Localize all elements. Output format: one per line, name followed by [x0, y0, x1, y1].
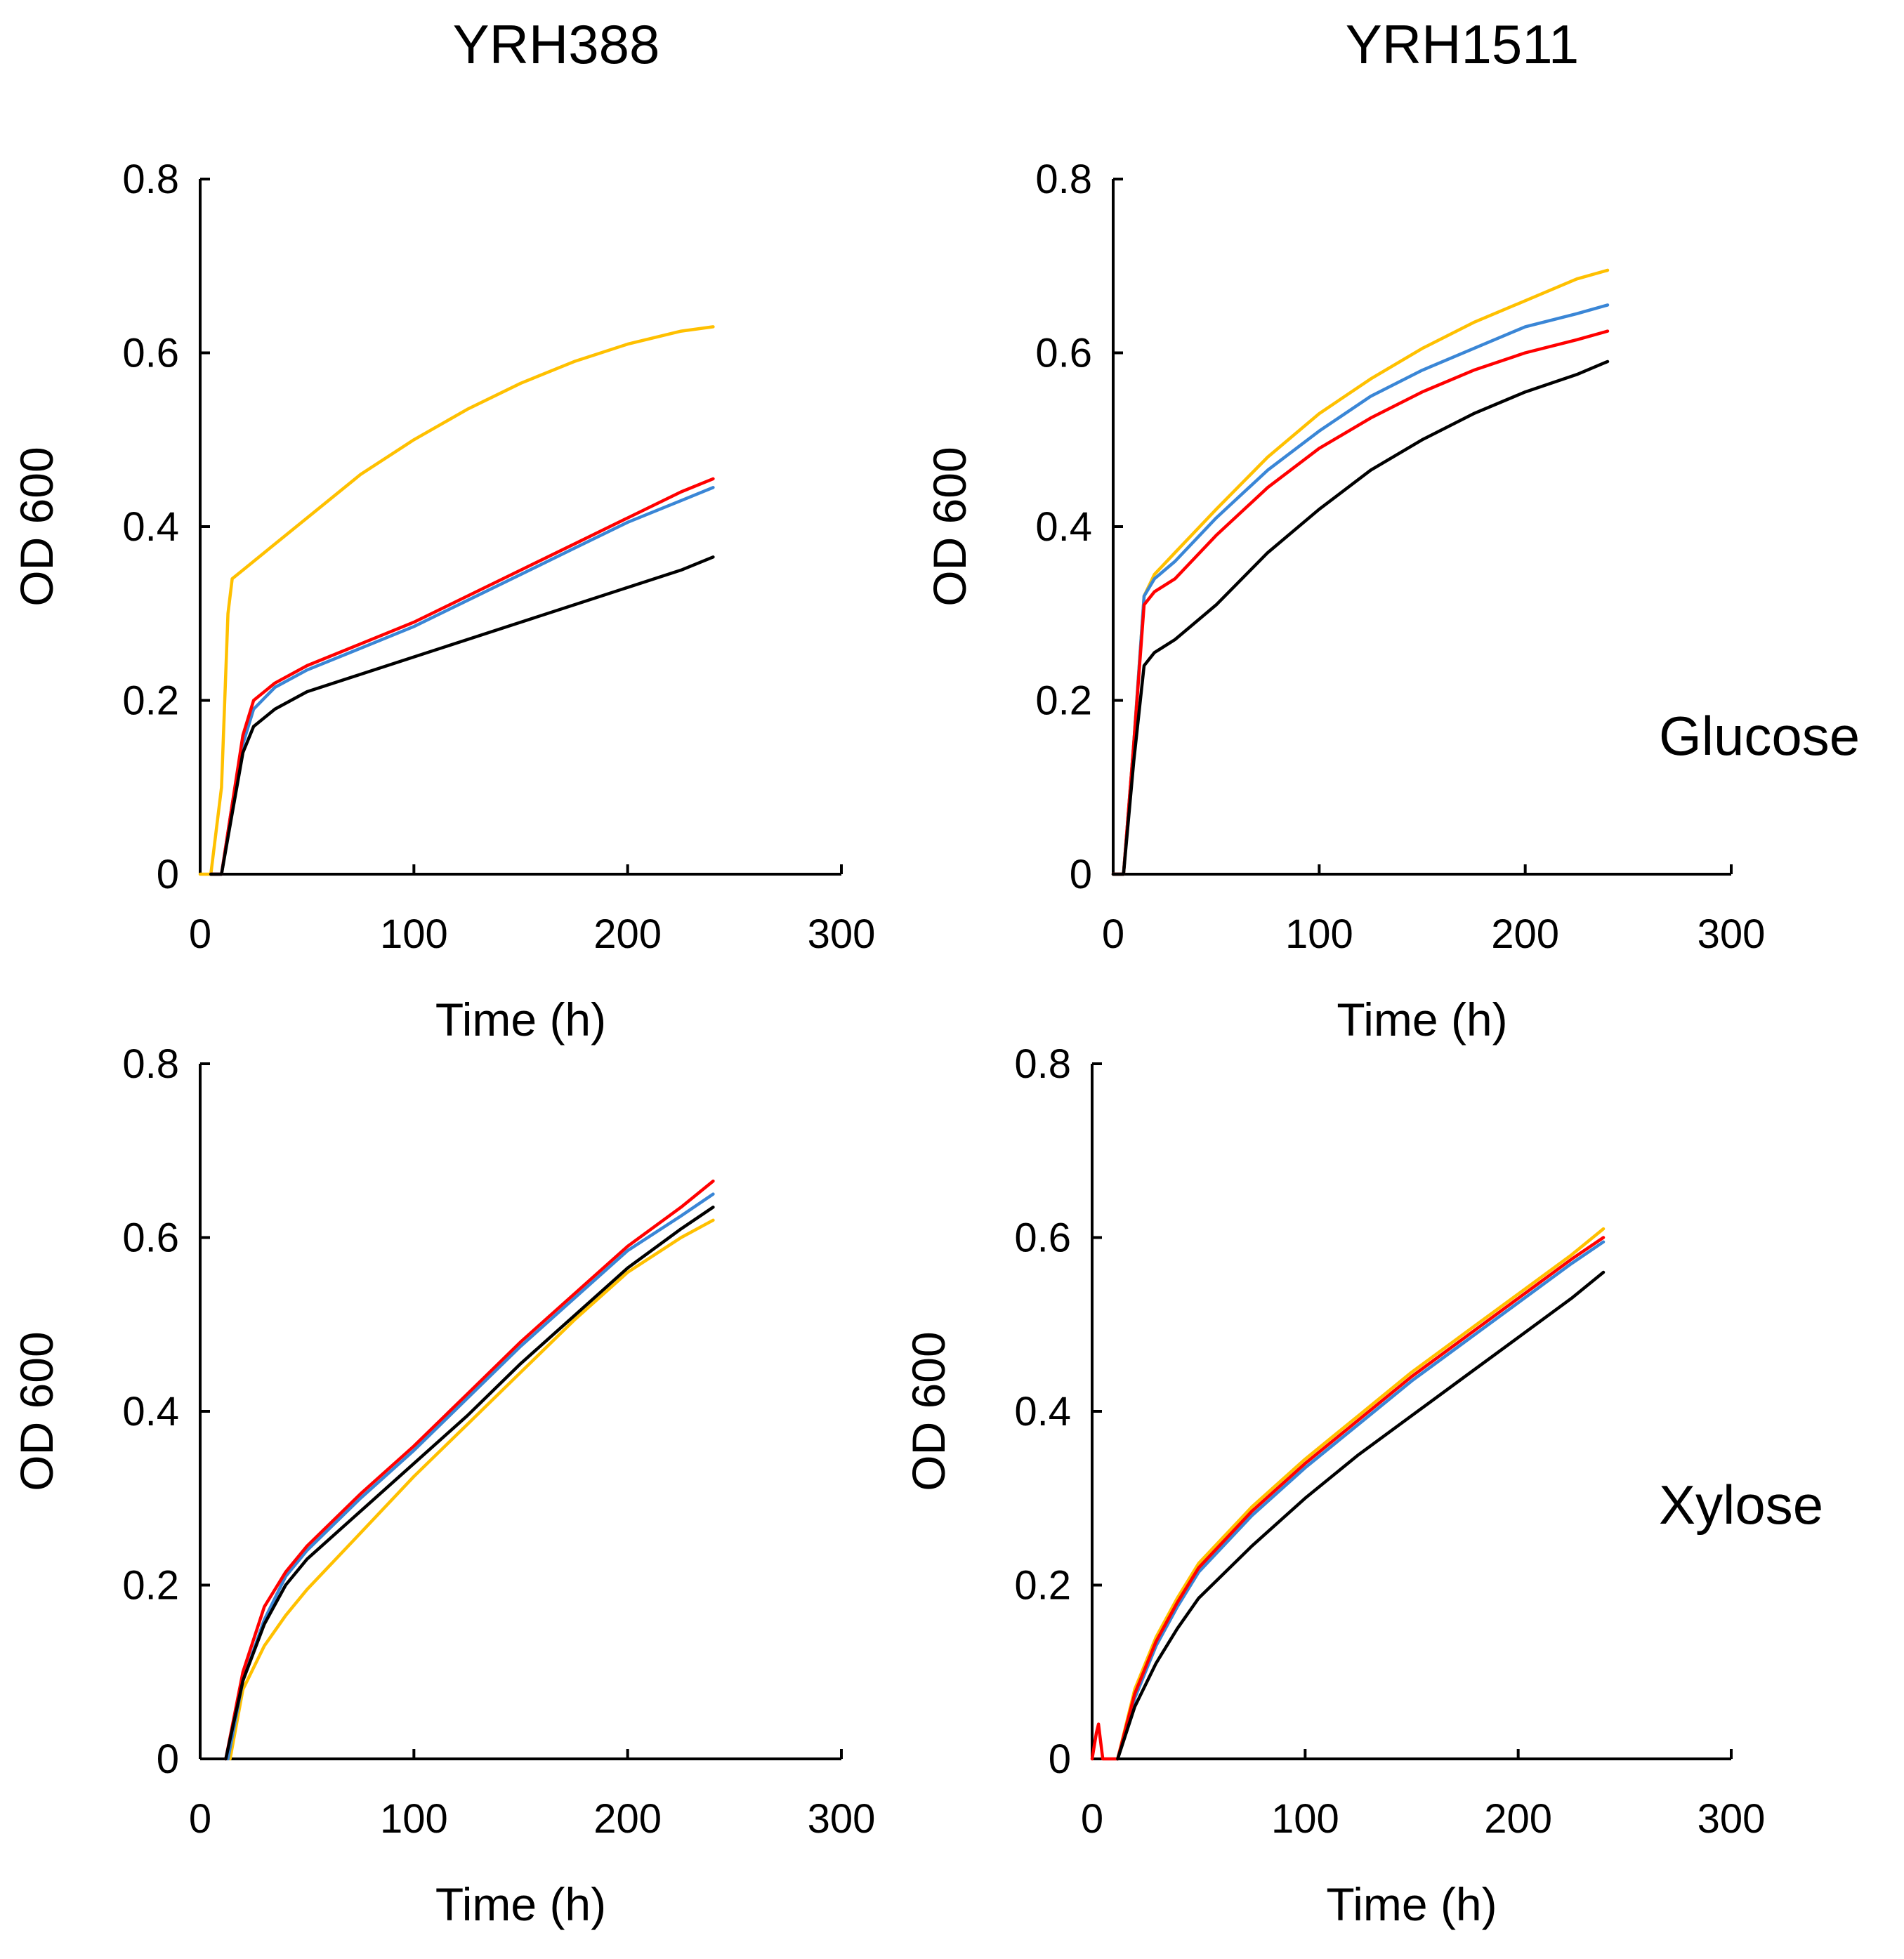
- series-line-black: [1116, 1270, 1606, 1761]
- y-tick-label: 0.6: [122, 1215, 179, 1261]
- y-tick-label: 0.4: [122, 1389, 179, 1434]
- panel-xylose-yrh388: 0 0.2 0.4 0.6 0.8 0 100 200 300 OD 600 Time (h): [11, 1041, 875, 1930]
- x-axis-title: Time (h): [435, 994, 606, 1046]
- y-tick-label: 0: [1049, 1736, 1071, 1782]
- series-line-blue: [1116, 1240, 1606, 1761]
- panel-glucose-yrh388: 0 0.2 0.4 0.6 0.8 0 100 200 300 OD 600 Time (h): [11, 157, 875, 1046]
- series-line-red: [224, 1179, 715, 1761]
- y-tick-label: 0.8: [1014, 1041, 1071, 1087]
- x-tick-label: 300: [1698, 1796, 1766, 1842]
- x-axis-title: Time (h): [435, 1878, 606, 1930]
- x-tick-label: 100: [380, 911, 448, 957]
- y-tick-label: 0.6: [122, 331, 179, 376]
- series-line-black: [224, 1205, 715, 1761]
- column-title-yrh1511: YRH1511: [1346, 13, 1579, 75]
- y-tick-label: 0.2: [1035, 678, 1092, 724]
- y-axis-title: OD 600: [902, 1331, 954, 1491]
- y-tick-label: 0.4: [1035, 504, 1092, 550]
- y-axis-title: OD 600: [11, 447, 63, 606]
- x-tick-label: 100: [1285, 911, 1353, 957]
- y-tick-label: 0.4: [1014, 1389, 1071, 1434]
- x-tick-label: 300: [808, 1796, 876, 1842]
- y-tick-label: 0.4: [122, 504, 179, 550]
- x-tick-label: 200: [1484, 1796, 1552, 1842]
- y-tick-label: 0.8: [122, 1041, 179, 1087]
- x-axis-title: Time (h): [1326, 1878, 1497, 1930]
- column-title-yrh388: YRH388: [453, 13, 660, 75]
- x-tick-label: 100: [1271, 1796, 1339, 1842]
- y-axis-title: OD 600: [11, 1331, 63, 1491]
- y-tick-label: 0.6: [1035, 331, 1092, 376]
- x-tick-label: 200: [1491, 911, 1559, 957]
- x-tick-label: 200: [593, 911, 662, 957]
- y-tick-label: 0.8: [122, 157, 179, 202]
- x-tick-label: 0: [189, 1796, 211, 1842]
- series-line-black: [209, 555, 715, 876]
- y-tick-label: 0.2: [122, 1563, 179, 1609]
- x-tick-label: 300: [1698, 911, 1766, 957]
- row-label-xylose: Xylose: [1659, 1474, 1823, 1536]
- y-tick-label: 0.2: [122, 678, 179, 724]
- panel-xylose-yrh1511: 0 0.2 0.4 0.6 0.8 0 100 200 300 OD 600 Time (h): [902, 1041, 1765, 1930]
- series-line-yellow: [198, 325, 715, 876]
- series-line-red: [1090, 1236, 1606, 1761]
- x-axis-title: Time (h): [1337, 994, 1507, 1046]
- x-tick-label: 0: [1081, 1796, 1103, 1842]
- series-line-blue: [226, 1192, 715, 1761]
- x-tick-label: 300: [808, 911, 876, 957]
- series-line-red: [1111, 329, 1610, 876]
- series-line-blue: [209, 486, 715, 876]
- panel-glucose-yrh1511: 0 0.2 0.4 0.6 0.8 0 100 200 300 OD 600 Time (h): [924, 157, 1765, 1046]
- y-tick-label: 0: [1070, 852, 1092, 897]
- series-line-red: [209, 477, 715, 876]
- x-tick-label: 0: [189, 911, 211, 957]
- y-tick-label: 0.8: [1035, 157, 1092, 202]
- y-tick-label: 0.2: [1014, 1563, 1071, 1609]
- y-tick-label: 0.6: [1014, 1215, 1071, 1261]
- series-line-yellow: [1111, 268, 1610, 876]
- y-tick-label: 0: [157, 852, 179, 897]
- row-label-glucose: Glucose: [1659, 705, 1860, 767]
- x-tick-label: 100: [380, 1796, 448, 1842]
- series-line-yellow: [1116, 1227, 1606, 1761]
- y-axis-title: OD 600: [924, 447, 976, 606]
- series-line-black: [1111, 360, 1610, 876]
- y-tick-label: 0: [157, 1736, 179, 1782]
- x-tick-label: 0: [1102, 911, 1124, 957]
- series-line-yellow: [228, 1218, 715, 1761]
- x-tick-label: 200: [593, 1796, 662, 1842]
